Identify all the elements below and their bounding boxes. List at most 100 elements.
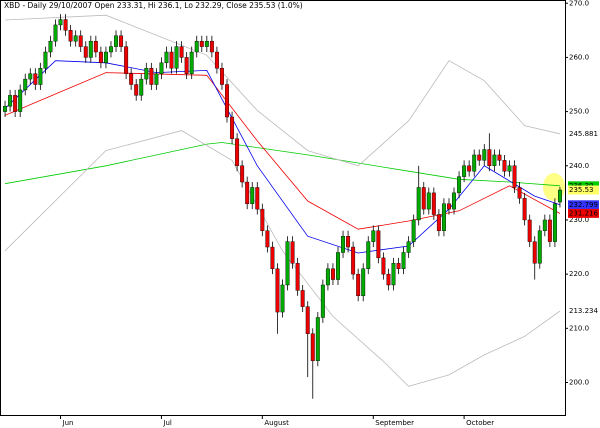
candle-body bbox=[174, 46, 179, 69]
x-tick-label: October bbox=[466, 419, 494, 427]
candle-body bbox=[502, 160, 507, 172]
candle-body bbox=[482, 149, 487, 161]
candle-body bbox=[270, 246, 275, 269]
candle-body bbox=[330, 268, 335, 280]
candle-body bbox=[401, 252, 406, 269]
candle-body bbox=[436, 214, 441, 231]
candle-body bbox=[144, 68, 149, 80]
candle-body bbox=[214, 51, 219, 69]
candle-body bbox=[63, 19, 68, 31]
candle-body bbox=[68, 30, 73, 42]
candle-body bbox=[159, 62, 164, 74]
candle-body bbox=[310, 333, 315, 362]
price-tag bbox=[568, 306, 599, 316]
candle-body bbox=[275, 268, 280, 313]
candle-body bbox=[124, 46, 129, 74]
plot-frame bbox=[0, 0, 566, 416]
candle-body bbox=[497, 154, 502, 161]
price-tag bbox=[568, 200, 599, 210]
candle-body bbox=[366, 241, 371, 269]
price-tag-label: 245.881 bbox=[569, 130, 598, 138]
x-tick-label: September bbox=[375, 419, 414, 427]
candle-body bbox=[477, 154, 482, 161]
candle-body bbox=[43, 51, 48, 69]
candle-body bbox=[240, 165, 245, 183]
candle-body bbox=[351, 246, 356, 275]
candle-body bbox=[386, 273, 391, 286]
candle-body bbox=[300, 290, 305, 307]
overlay-line bbox=[4, 142, 561, 187]
candle-body bbox=[114, 35, 118, 47]
candle-body bbox=[184, 57, 189, 74]
candle-body bbox=[376, 230, 381, 259]
candle-body bbox=[78, 35, 83, 47]
candle-body bbox=[204, 40, 209, 47]
candle-body bbox=[320, 284, 325, 318]
candle-body bbox=[492, 154, 497, 166]
candle-body bbox=[391, 263, 396, 286]
candle-body bbox=[421, 187, 426, 210]
candle-body bbox=[48, 40, 53, 53]
candle-body bbox=[154, 73, 159, 85]
candle-body bbox=[462, 165, 467, 177]
candle-body bbox=[416, 187, 421, 221]
candle-body bbox=[457, 176, 462, 194]
candle-body bbox=[219, 68, 224, 85]
candle-body bbox=[209, 40, 214, 53]
candle-body bbox=[557, 189, 562, 203]
price-tag-label: 213.234 bbox=[569, 307, 598, 315]
candle-body bbox=[542, 219, 547, 231]
candle-body bbox=[467, 165, 472, 172]
candle-body bbox=[134, 84, 139, 96]
candle-body bbox=[336, 252, 340, 280]
candle-body bbox=[406, 241, 411, 253]
candle-body bbox=[225, 84, 229, 118]
candle-body bbox=[109, 46, 113, 53]
candle-body bbox=[245, 181, 250, 204]
candle-body bbox=[295, 263, 300, 291]
candle-body bbox=[169, 51, 174, 69]
candle-body bbox=[552, 203, 557, 242]
candle-body bbox=[346, 236, 351, 248]
candle-body bbox=[129, 73, 134, 85]
candle-body bbox=[139, 78, 144, 96]
candle-body bbox=[179, 46, 184, 58]
candle-body bbox=[527, 219, 532, 242]
candle-body bbox=[356, 273, 361, 297]
candle-body bbox=[325, 268, 330, 286]
candle-body bbox=[547, 219, 552, 242]
candle-body bbox=[93, 40, 98, 53]
candle-body bbox=[18, 89, 23, 112]
candle-body bbox=[28, 73, 33, 80]
y-tick-label: 250.0 bbox=[569, 108, 589, 116]
price-tag-label: 232.799 bbox=[569, 201, 598, 209]
candle-body bbox=[452, 192, 456, 210]
candle-body bbox=[98, 51, 103, 64]
y-tick-label: 200.0 bbox=[569, 378, 589, 386]
candle-body bbox=[285, 241, 290, 286]
candle-body bbox=[255, 187, 260, 210]
candle-body bbox=[164, 51, 169, 64]
candle-body bbox=[189, 51, 194, 74]
candle-body bbox=[149, 68, 154, 85]
candle-body bbox=[341, 236, 346, 253]
candle-body bbox=[119, 35, 124, 47]
candle-body bbox=[280, 284, 285, 313]
candle-body bbox=[88, 40, 93, 58]
chart-title: XBD - Daily 29/10/2007 Open 233.31, Hi 2… bbox=[4, 1, 303, 10]
candle-body bbox=[250, 187, 255, 204]
candle-body bbox=[447, 203, 451, 210]
candle-body bbox=[235, 138, 240, 166]
candle-body bbox=[290, 241, 295, 264]
overlay-line bbox=[4, 130, 561, 387]
y-tick-label: 240.0 bbox=[569, 162, 589, 170]
candle-body bbox=[58, 19, 63, 26]
candle-body bbox=[315, 317, 320, 362]
candle-body bbox=[13, 95, 18, 112]
candle-body bbox=[381, 257, 386, 275]
y-tick-label: 230.0 bbox=[569, 216, 589, 224]
candle-body bbox=[103, 51, 108, 64]
candle-body bbox=[260, 208, 265, 231]
price-tag-label: 231.216 bbox=[569, 209, 598, 217]
